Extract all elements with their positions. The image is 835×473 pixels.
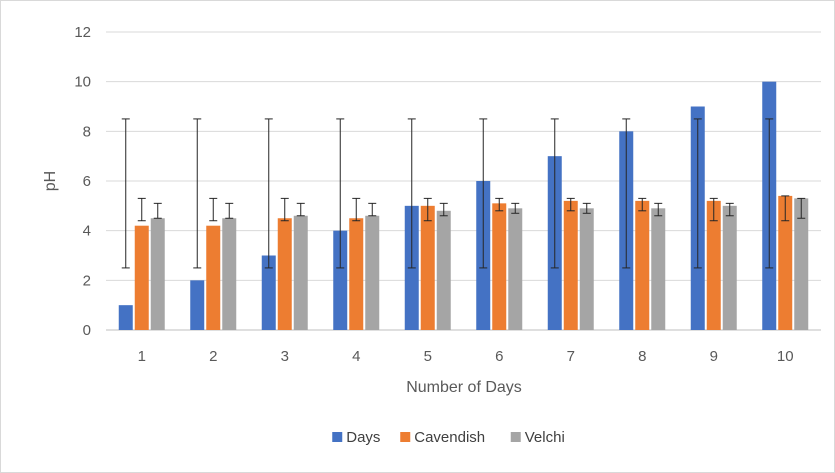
bar-cavendish <box>635 200 650 330</box>
legend-swatch <box>332 432 343 442</box>
x-tick-label: 10 <box>777 348 794 365</box>
bar-cavendish <box>706 200 721 330</box>
bar-velchi <box>150 218 165 330</box>
bar-velchi <box>722 205 737 330</box>
x-tick-labels: 1 2 3 4 5 6 7 8 9 10 <box>138 348 794 365</box>
x-axis-title: Number of Days <box>406 379 522 396</box>
bar-cavendish <box>420 205 435 330</box>
bar-days <box>190 280 205 330</box>
x-tick-label: 7 <box>567 348 575 365</box>
legend-label: Velchi <box>525 429 565 446</box>
legend-swatch <box>400 432 411 442</box>
bars <box>118 81 809 331</box>
x-tick-label: 4 <box>352 348 360 365</box>
legend-item-velchi: Velchi <box>510 429 565 446</box>
bar-cavendish <box>134 225 149 330</box>
x-tick-label: 1 <box>138 348 146 365</box>
bar-velchi <box>508 208 523 330</box>
bar-cavendish <box>277 218 292 330</box>
error-bars <box>121 118 806 269</box>
bar-velchi <box>222 218 237 330</box>
y-tick-labels: 0 2 4 6 8 10 12 <box>74 24 91 339</box>
x-tick-label: 3 <box>281 348 289 365</box>
bar-cavendish <box>349 218 364 330</box>
x-tick-label: 8 <box>638 348 646 365</box>
y-axis-title: pH <box>42 171 59 191</box>
legend: Days Cavendish Velchi <box>332 429 565 446</box>
y-tick-label: 12 <box>74 24 91 41</box>
bar-cavendish <box>206 225 221 330</box>
x-tick-label: 6 <box>495 348 503 365</box>
x-tick-label: 9 <box>710 348 718 365</box>
legend-item-cavendish: Cavendish <box>400 429 485 446</box>
y-tick-label: 0 <box>83 322 91 339</box>
legend-item-days: Days <box>332 429 380 446</box>
bar-days <box>118 305 133 330</box>
y-tick-label: 10 <box>74 74 91 91</box>
bar-velchi <box>365 215 380 330</box>
bar-cavendish <box>563 200 578 330</box>
legend-swatch <box>510 432 521 442</box>
bar-velchi <box>794 198 809 330</box>
y-tick-label: 8 <box>83 123 91 140</box>
legend-label: Cavendish <box>414 429 485 446</box>
bar-velchi <box>436 210 451 330</box>
bar-velchi <box>293 215 308 330</box>
bar-cavendish <box>492 203 507 330</box>
bar-velchi <box>579 208 594 330</box>
legend-label: Days <box>346 429 380 446</box>
y-tick-label: 6 <box>83 173 91 190</box>
bar-velchi <box>651 208 666 330</box>
x-tick-label: 2 <box>209 348 217 365</box>
y-tick-label: 2 <box>83 272 91 289</box>
bar-days <box>333 230 348 330</box>
bar-days <box>261 255 276 330</box>
x-tick-label: 5 <box>424 348 432 365</box>
bar-cavendish <box>778 195 793 330</box>
y-tick-label: 4 <box>83 223 91 240</box>
